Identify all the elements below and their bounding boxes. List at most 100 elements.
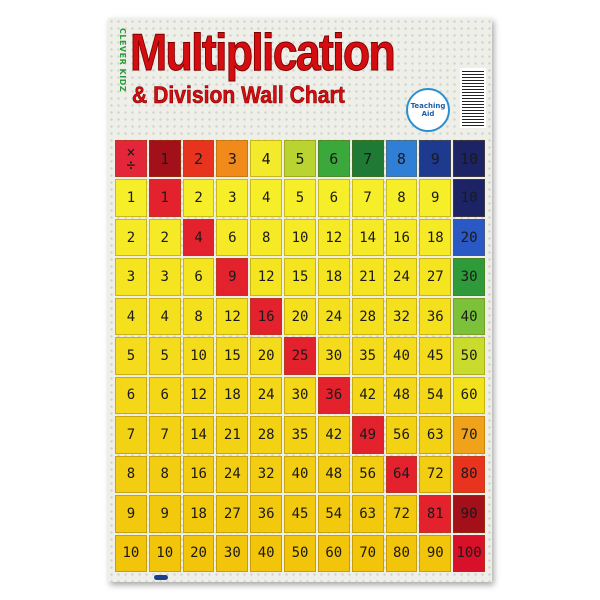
product-cell: 10 [453, 179, 485, 217]
product-cell: 9 [148, 495, 181, 533]
poster-subtitle: & Division Wall Chart [132, 82, 345, 110]
product-cell: 63 [419, 416, 452, 454]
product-cell: 36 [317, 376, 350, 415]
product-cell: 8 [148, 455, 181, 494]
product-cell: 56 [351, 455, 384, 494]
product-cell: 10 [284, 218, 316, 257]
product-cell: 40 [385, 337, 418, 375]
multiplication-table: × ÷ 1 2 3 4 5 6 7 8 9 10 1 1 2 3 4 5 6 7 8 9 10 2 2 4 6 8 10 12 14 16… [115, 140, 485, 572]
product-cell: 15 [216, 337, 249, 375]
product-cell: 21 [351, 258, 384, 296]
product-cell: 50 [453, 337, 485, 375]
product-cell: 27 [216, 495, 249, 533]
product-cell: 6 [216, 218, 249, 257]
product-cell: 27 [419, 258, 452, 296]
product-cell: 10 [148, 534, 181, 572]
row-header-cell: 1 [115, 179, 147, 217]
product-cell: 18 [419, 218, 452, 257]
row-header-cell: 4 [115, 297, 147, 336]
product-cell: 54 [317, 495, 350, 533]
product-cell: 64 [385, 455, 418, 494]
product-cell: 4 [148, 297, 181, 336]
row-header-cell: 3 [115, 258, 147, 296]
product-cell: 4 [182, 218, 215, 257]
product-cell: 80 [385, 534, 418, 572]
product-cell: 45 [284, 495, 316, 533]
row-header-cell: 8 [115, 455, 147, 494]
product-cell: 20 [182, 534, 215, 572]
product-cell: 3 [216, 179, 249, 217]
product-cell: 24 [385, 258, 418, 296]
product-cell: 14 [182, 416, 215, 454]
product-cell: 63 [351, 495, 384, 533]
product-cell: 7 [148, 416, 181, 454]
product-cell: 32 [250, 455, 283, 494]
product-cell: 90 [453, 495, 485, 533]
product-cell: 30 [317, 337, 350, 375]
brand-logo: CLEVER KIDZ [118, 28, 127, 93]
product-cell: 20 [250, 337, 283, 375]
product-cell: 28 [250, 416, 283, 454]
product-cell: 40 [284, 455, 316, 494]
product-cell: 8 [250, 218, 283, 257]
product-cell: 12 [317, 218, 350, 257]
product-cell: 36 [419, 297, 452, 336]
product-cell: 16 [182, 455, 215, 494]
wall-chart-poster: CLEVER KIDZ Multiplication & Division Wa… [108, 18, 492, 582]
product-cell: 2 [182, 179, 215, 217]
product-cell: 48 [317, 455, 350, 494]
poster-title: Multiplication [130, 24, 397, 83]
product-cell: 16 [385, 218, 418, 257]
header-cell-10: 10 [453, 140, 485, 178]
product-cell: 70 [351, 534, 384, 572]
product-cell: 8 [385, 179, 418, 217]
product-cell: 42 [317, 416, 350, 454]
product-cell: 60 [453, 376, 485, 415]
product-cell: 7 [351, 179, 384, 217]
header-cell-8: 8 [385, 140, 418, 178]
product-cell: 45 [419, 337, 452, 375]
row-header-cell: 10 [115, 534, 147, 572]
product-cell: 1 [148, 179, 181, 217]
product-cell: 18 [182, 495, 215, 533]
product-cell: 6 [148, 376, 181, 415]
product-cell: 32 [385, 297, 418, 336]
header-cell-6: 6 [317, 140, 350, 178]
corner-cell: × ÷ [115, 140, 147, 178]
product-cell: 48 [385, 376, 418, 415]
product-cell: 6 [182, 258, 215, 296]
product-cell: 49 [351, 416, 384, 454]
product-cell: 54 [419, 376, 452, 415]
product-cell: 9 [419, 179, 452, 217]
header-cell-7: 7 [351, 140, 384, 178]
product-cell: 81 [419, 495, 452, 533]
product-cell: 20 [284, 297, 316, 336]
product-cell: 42 [351, 376, 384, 415]
product-cell: 60 [317, 534, 350, 572]
product-cell: 10 [182, 337, 215, 375]
product-cell: 16 [250, 297, 283, 336]
product-cell: 6 [317, 179, 350, 217]
row-header-cell: 2 [115, 218, 147, 257]
product-cell: 30 [216, 534, 249, 572]
publisher-logo [154, 575, 168, 580]
product-cell: 24 [250, 376, 283, 415]
product-cell: 14 [351, 218, 384, 257]
product-cell: 36 [250, 495, 283, 533]
product-cell: 12 [216, 297, 249, 336]
product-cell: 72 [385, 495, 418, 533]
product-cell: 12 [182, 376, 215, 415]
header-cell-4: 4 [250, 140, 283, 178]
product-cell: 28 [351, 297, 384, 336]
product-cell: 24 [317, 297, 350, 336]
product-cell: 15 [284, 258, 316, 296]
product-cell: 5 [284, 179, 316, 217]
product-cell: 25 [284, 337, 316, 375]
multiply-symbol: × [126, 142, 136, 161]
product-cell: 56 [385, 416, 418, 454]
product-cell: 8 [182, 297, 215, 336]
product-cell: 40 [453, 297, 485, 336]
product-cell: 5 [148, 337, 181, 375]
barcode [460, 68, 486, 128]
product-cell: 20 [453, 218, 485, 257]
